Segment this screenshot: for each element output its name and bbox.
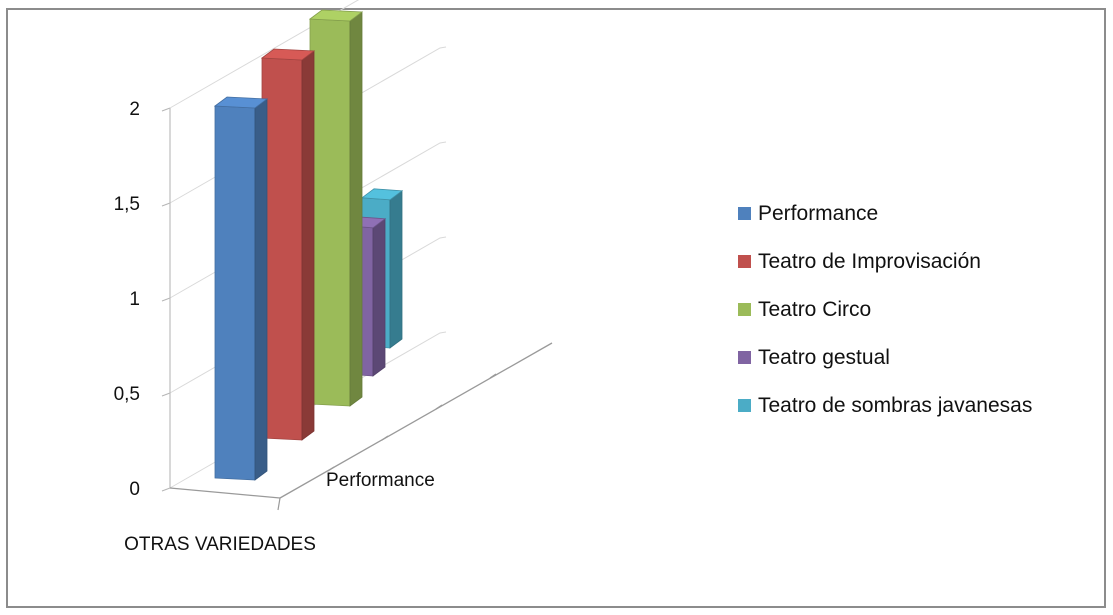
y-tick-mark	[161, 392, 171, 397]
legend-item: Performance	[738, 202, 878, 225]
legend-item: Teatro de Improvisación	[738, 250, 981, 273]
x-tick-mark	[277, 497, 281, 511]
legend-label: Performance	[758, 202, 878, 225]
legend-item: Teatro de sombras javanesas	[738, 394, 1032, 417]
bar-front-face	[309, 18, 351, 407]
depth-tick-mark	[435, 404, 443, 410]
bar-side-face	[301, 50, 315, 441]
bar-top-face	[260, 48, 316, 61]
y-tick-label: 0,5	[114, 384, 140, 405]
legend-label: Teatro de Improvisación	[758, 250, 981, 273]
legend-swatch	[738, 303, 751, 316]
y-tick-label: 0	[129, 479, 140, 500]
legend-swatch	[738, 351, 751, 364]
gridline	[169, 0, 360, 109]
legend-swatch	[738, 207, 751, 220]
bar-teatro-de-improvisaci-n	[260, 48, 316, 441]
legend-swatch	[738, 255, 751, 268]
y-axis-ticks: 0 0,5 1 1,5 2	[114, 99, 140, 500]
y-tick-mark	[161, 297, 171, 302]
bar-front-face	[214, 105, 256, 481]
legend-label: Teatro gestual	[758, 346, 890, 369]
depth-tick-mark	[489, 373, 497, 379]
bar-performance	[213, 96, 269, 481]
depth-tick-mark	[381, 435, 389, 441]
bar-front-face	[261, 57, 303, 441]
bar-top-face	[308, 9, 364, 22]
chart-axes	[169, 108, 553, 511]
bar-top-face	[360, 188, 404, 201]
chart-frame	[6, 8, 1106, 608]
chart-bars	[213, 9, 404, 481]
x-axis-category-label: OTRAS VARIEDADES	[124, 534, 316, 555]
chart-legend: Performance Teatro de Improvisación Teatro…	[738, 202, 1032, 417]
y-tick-mark	[161, 107, 171, 112]
depth-axis-line	[279, 342, 553, 499]
bar-side-face	[389, 190, 403, 349]
legend-item: Teatro Circo	[738, 298, 871, 321]
y-tick-mark	[161, 487, 171, 492]
y-tick-label: 1	[129, 289, 140, 310]
bar-side-face	[372, 218, 386, 377]
legend-item: Teatro gestual	[738, 346, 890, 369]
bar-side-face	[349, 11, 363, 407]
bar-top-face	[213, 96, 269, 109]
legend-label: Teatro de sombras javanesas	[758, 394, 1032, 417]
y-tick-label: 2	[129, 99, 140, 120]
bar-teatro-circo	[308, 9, 364, 407]
depth-axis-category-label: Performance	[326, 470, 435, 491]
legend-label: Teatro Circo	[758, 298, 871, 321]
depth-tick-mark	[327, 466, 335, 472]
x-axis-line	[169, 487, 281, 499]
y-tick-mark	[161, 202, 171, 207]
y-tick-label: 1,5	[114, 194, 140, 215]
bar-side-face	[254, 98, 268, 481]
legend-swatch	[738, 399, 751, 412]
